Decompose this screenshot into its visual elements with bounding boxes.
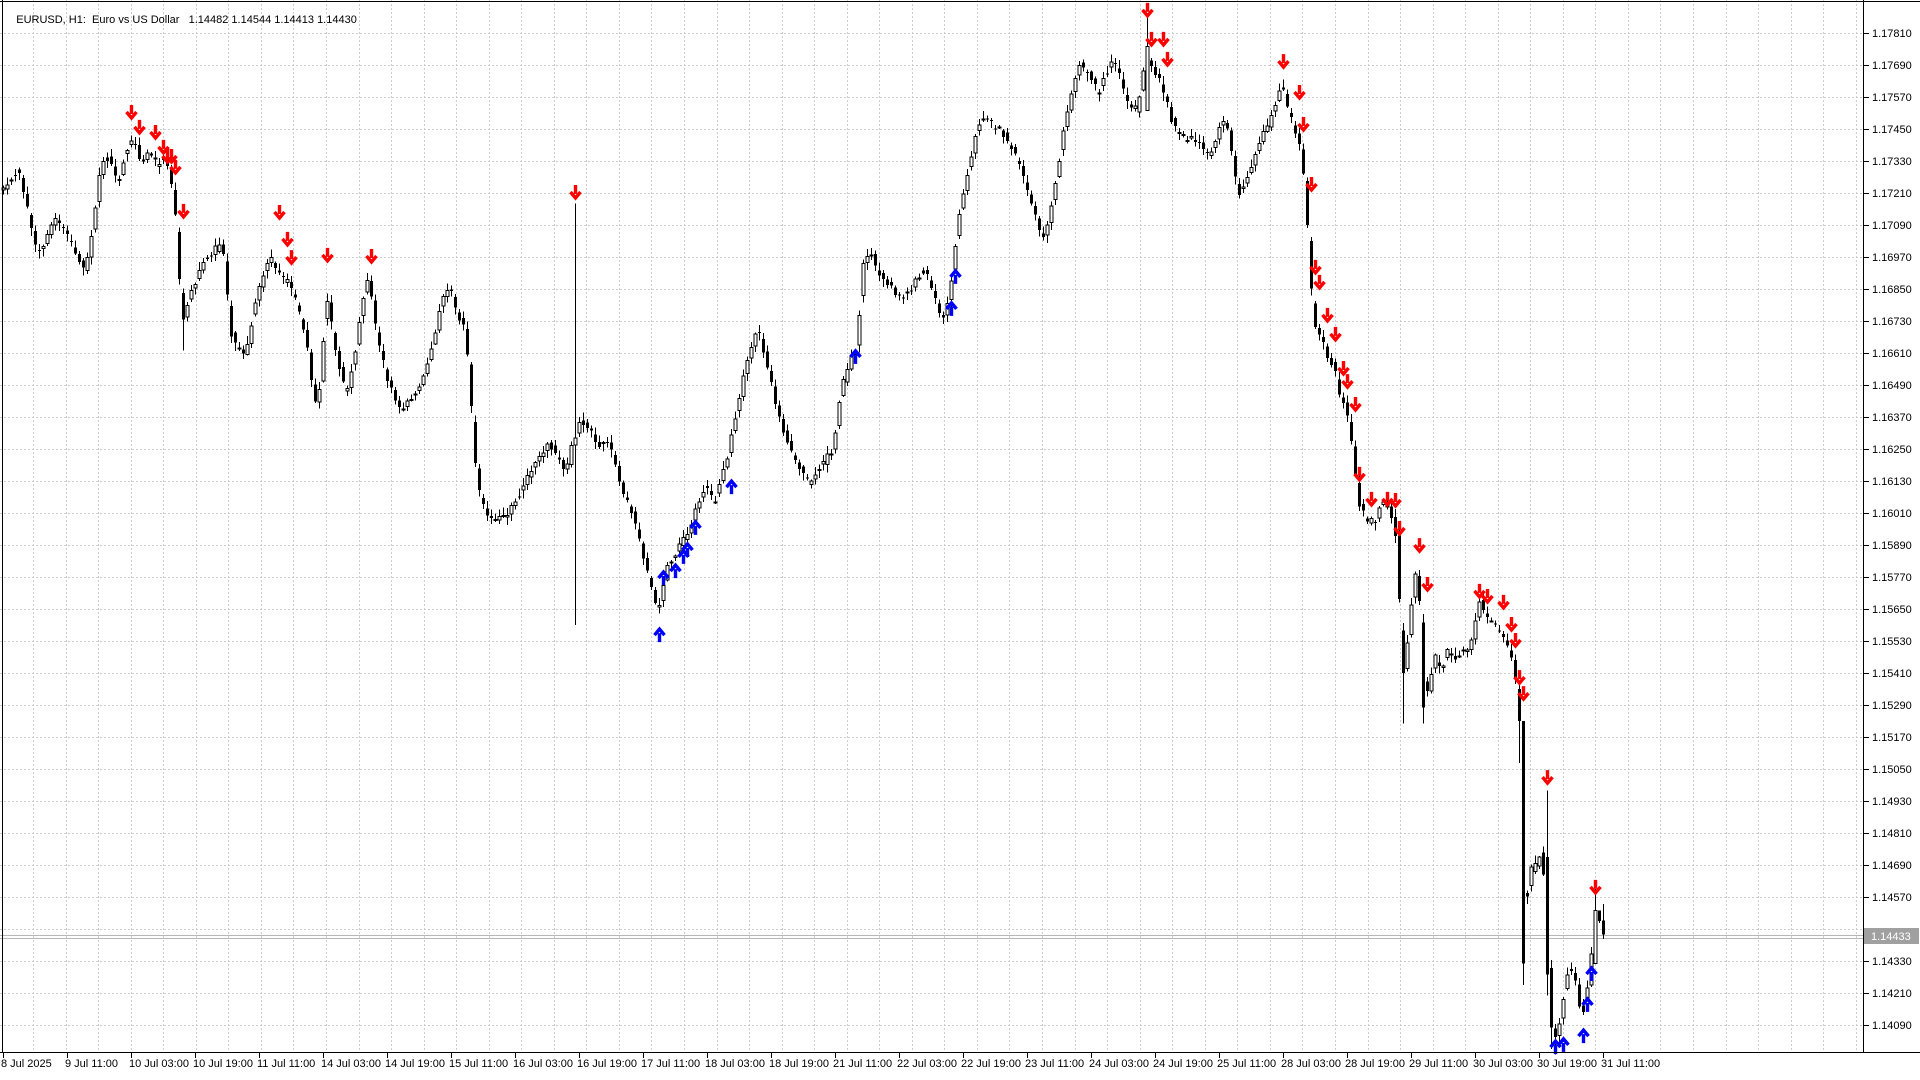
price-axis-label: 1.16010 — [1872, 508, 1912, 520]
bid-price-tag: 1.14433 — [1864, 928, 1919, 944]
time-axis-label: 28 Jul 19:00 — [1345, 1058, 1405, 1070]
time-axis-label: 31 Jul 11:00 — [1601, 1058, 1660, 1070]
price-axis-label: 1.16490 — [1872, 380, 1912, 392]
price-axis-label: 1.15290 — [1872, 700, 1912, 712]
price-axis-label: 1.16130 — [1872, 476, 1912, 488]
price-axis-label: 1.14330 — [1872, 956, 1912, 968]
price-axis-label: 1.14090 — [1872, 1020, 1912, 1032]
time-axis-label: 11 Jul 11:00 — [257, 1058, 315, 1070]
time-axis-label: 22 Jul 03:00 — [897, 1058, 957, 1070]
price-axis-label: 1.17330 — [1872, 156, 1912, 168]
time-axis-label: 24 Jul 03:00 — [1089, 1058, 1149, 1070]
price-axis-label: 1.16730 — [1872, 316, 1912, 328]
time-axis-label: 22 Jul 19:00 — [961, 1058, 1021, 1070]
price-axis-label: 1.17450 — [1872, 124, 1912, 136]
time-axis-label: 17 Jul 11:00 — [641, 1058, 700, 1070]
price-axis-label: 1.15770 — [1872, 572, 1912, 584]
time-axis-label: 30 Jul 19:00 — [1537, 1058, 1597, 1070]
signal-arrows — [125, 2, 1602, 1055]
price-axis-label: 1.14930 — [1872, 796, 1912, 808]
time-axis-label: 30 Jul 03:00 — [1473, 1058, 1533, 1070]
time-axis-label: 16 Jul 19:00 — [577, 1058, 637, 1070]
price-axis-label: 1.14690 — [1872, 860, 1912, 872]
price-axis[interactable]: 1.17810 1.17690 1.17570 1.17450 1.17330 1.172… — [1863, 28, 1912, 1032]
bid-price-line — [0, 935, 1863, 939]
price-axis-label: 1.17090 — [1872, 220, 1912, 232]
time-axis-label: 10 Jul 03:00 — [129, 1058, 189, 1070]
price-axis-label: 1.15890 — [1872, 540, 1912, 552]
time-axis-label: 25 Jul 11:00 — [1217, 1058, 1276, 1070]
time-axis-label: 16 Jul 03:00 — [513, 1058, 573, 1070]
price-axis-label: 1.16250 — [1872, 444, 1912, 456]
time-axis-label: 28 Jul 03:00 — [1281, 1058, 1341, 1070]
price-axis-label: 1.17810 — [1872, 28, 1912, 40]
chart-title-text: EURUSD, H1: Euro vs US Dollar 1.14482 1.… — [16, 14, 357, 26]
price-axis-label: 1.14210 — [1872, 988, 1912, 1000]
price-axis-label: 1.15650 — [1872, 604, 1912, 616]
price-axis-label: 1.14810 — [1872, 828, 1912, 840]
time-axis-label: 8 Jul 2025 — [1, 1058, 52, 1070]
price-axis-label: 1.16970 — [1872, 252, 1912, 264]
price-axis-label: 1.15170 — [1872, 732, 1912, 744]
time-axis-label: 24 Jul 19:00 — [1153, 1058, 1213, 1070]
time-axis-label: 14 Jul 19:00 — [385, 1058, 445, 1070]
price-axis-label: 1.16370 — [1872, 412, 1912, 424]
price-axis-label: 1.17210 — [1872, 188, 1912, 200]
time-axis-label: 10 Jul 19:00 — [193, 1058, 253, 1070]
svg-text:1.14433: 1.14433 — [1871, 931, 1911, 943]
buy-signal-arrows — [653, 268, 1598, 1055]
price-axis-label: 1.14570 — [1872, 892, 1912, 904]
price-axis-label: 1.17570 — [1872, 92, 1912, 104]
time-axis[interactable]: 8 Jul 2025 9 Jul 11:00 10 Jul 03:00 10 Jul … — [1, 1053, 1660, 1070]
time-axis-label: 9 Jul 11:00 — [65, 1058, 118, 1070]
price-axis-label: 1.15050 — [1872, 764, 1912, 776]
axes — [0, 0, 1920, 1053]
time-axis-label: 29 Jul 11:00 — [1409, 1058, 1468, 1070]
time-axis-label: 14 Jul 03:00 — [321, 1058, 381, 1070]
price-axis-label: 1.16850 — [1872, 284, 1912, 296]
price-axis-label: 1.16610 — [1872, 348, 1912, 360]
time-axis-label: 23 Jul 11:00 — [1025, 1058, 1084, 1070]
time-axis-label: 18 Jul 19:00 — [769, 1058, 829, 1070]
grid — [0, 0, 1863, 1052]
price-axis-label: 1.15410 — [1872, 668, 1912, 680]
candlesticks — [1, 14, 1605, 1055]
time-axis-label: 18 Jul 03:00 — [705, 1058, 765, 1070]
price-axis-label: 1.17690 — [1872, 60, 1912, 72]
chart-symbol-title: EURUSD, H1: Euro vs US Dollar 1.14482 1.… — [4, 2, 357, 38]
time-axis-label: 21 Jul 11:00 — [833, 1058, 892, 1070]
sell-signal-arrows — [125, 2, 1602, 896]
price-axis-label: 1.15530 — [1872, 636, 1912, 648]
time-axis-label: 15 Jul 11:00 — [449, 1058, 508, 1070]
